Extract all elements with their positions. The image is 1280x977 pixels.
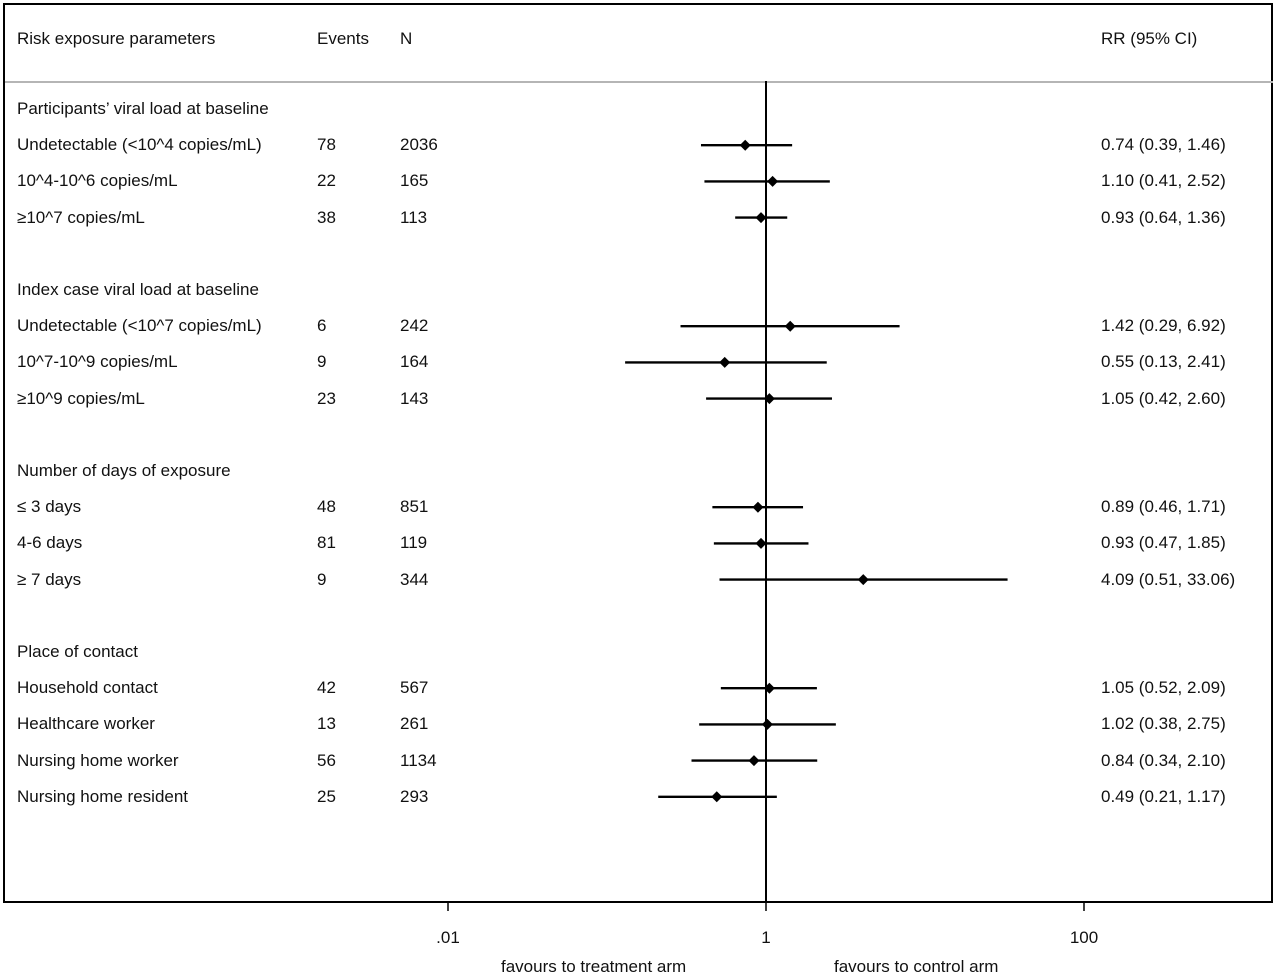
row-label: ≥10^7 copies/mL	[17, 207, 145, 227]
chart-frame	[3, 3, 1273, 903]
row-events: 9	[317, 569, 327, 589]
x-tick-label: .01	[436, 928, 460, 947]
point-estimate	[763, 393, 775, 405]
group-title: Number of days of exposure	[17, 461, 231, 480]
row-rr-text: 0.93 (0.47, 1.85)	[1101, 533, 1226, 553]
row-rr-text: 1.10 (0.41, 2.52)	[1101, 171, 1226, 191]
point-estimate	[763, 682, 775, 694]
point-estimate	[711, 791, 723, 803]
point-estimate	[748, 755, 760, 767]
group-title: Participants’ viral load at baseline	[17, 99, 269, 118]
row-rr-text: 1.05 (0.52, 2.09)	[1101, 678, 1226, 698]
row-events: 6	[317, 316, 327, 336]
row-n: 242	[400, 316, 429, 336]
row-n: 2036	[400, 135, 438, 155]
row-label: Nursing home resident	[17, 786, 189, 806]
caption-favours-treatment: favours to treatment arm	[501, 957, 687, 976]
row-rr-text: 4.09 (0.51, 33.06)	[1101, 569, 1236, 589]
row-n: 119	[400, 533, 428, 553]
row-rr-text: 1.42 (0.29, 6.92)	[1101, 316, 1226, 336]
row-label: Undetectable (<10^4 copies/mL)	[17, 135, 262, 155]
row-events: 9	[317, 352, 327, 372]
row-label: ≤ 3 days	[17, 497, 82, 517]
header-events: Events	[317, 29, 369, 48]
row-n: 293	[400, 786, 429, 806]
row-label: 10^7-10^9 copies/mL	[17, 352, 178, 372]
row-label: ≥10^9 copies/mL	[17, 388, 145, 408]
row-rr-text: 0.55 (0.13, 2.41)	[1101, 352, 1226, 372]
caption-favours-control: favours to control arm	[834, 957, 999, 976]
row-events: 56	[317, 750, 336, 770]
x-tick-label: 100	[1070, 928, 1098, 947]
row-label: 10^4-10^6 copies/mL	[17, 171, 178, 191]
row-n: 165	[400, 171, 429, 191]
point-estimate	[857, 574, 869, 586]
row-n: 261	[400, 714, 429, 734]
point-estimate	[755, 537, 767, 549]
group-title: Place of contact	[17, 642, 138, 661]
point-estimate	[739, 139, 751, 151]
row-rr-text: 1.02 (0.38, 2.75)	[1101, 714, 1226, 734]
row-events: 78	[317, 135, 336, 155]
point-estimate	[761, 718, 773, 730]
row-rr-text: 1.05 (0.42, 2.60)	[1101, 388, 1226, 408]
row-n: 851	[400, 497, 429, 517]
row-events: 22	[317, 171, 336, 191]
header-separator	[5, 81, 1273, 83]
point-estimate	[755, 212, 767, 224]
row-rr-text: 0.74 (0.39, 1.46)	[1101, 135, 1226, 155]
row-label: 4-6 days	[17, 533, 83, 553]
row-rr-text: 0.84 (0.34, 2.10)	[1101, 750, 1226, 770]
row-label: Undetectable (<10^7 copies/mL)	[17, 316, 262, 336]
point-estimate	[752, 501, 764, 513]
row-n: 567	[400, 678, 429, 698]
row-label: Household contact	[17, 678, 158, 698]
row-events: 13	[317, 714, 336, 734]
row-events: 48	[317, 497, 336, 517]
row-rr-text: 0.49 (0.21, 1.17)	[1101, 786, 1226, 806]
header-label: Risk exposure parameters	[17, 29, 216, 48]
header-rr: RR (95% CI)	[1101, 29, 1198, 48]
x-tick-label: 1	[761, 928, 770, 947]
group-title: Index case viral load at baseline	[17, 280, 259, 299]
row-events: 38	[317, 207, 336, 227]
point-estimate	[784, 320, 796, 332]
row-label: Healthcare worker	[17, 714, 155, 734]
row-label: ≥ 7 days	[17, 569, 82, 589]
row-n: 113	[400, 207, 428, 227]
row-rr-text: 0.93 (0.64, 1.36)	[1101, 207, 1226, 227]
row-events: 23	[317, 388, 336, 408]
row-n: 143	[400, 388, 429, 408]
row-events: 25	[317, 786, 336, 806]
header-n: N	[400, 29, 413, 48]
row-events: 42	[317, 678, 336, 698]
row-n: 164	[400, 352, 429, 372]
row-n: 1134	[400, 750, 437, 770]
row-rr-text: 0.89 (0.46, 1.71)	[1101, 497, 1226, 517]
point-estimate	[719, 356, 731, 368]
point-estimate	[767, 175, 779, 187]
row-n: 344	[400, 569, 429, 589]
row-events: 81	[317, 533, 336, 553]
row-label: Nursing home worker	[17, 750, 179, 770]
